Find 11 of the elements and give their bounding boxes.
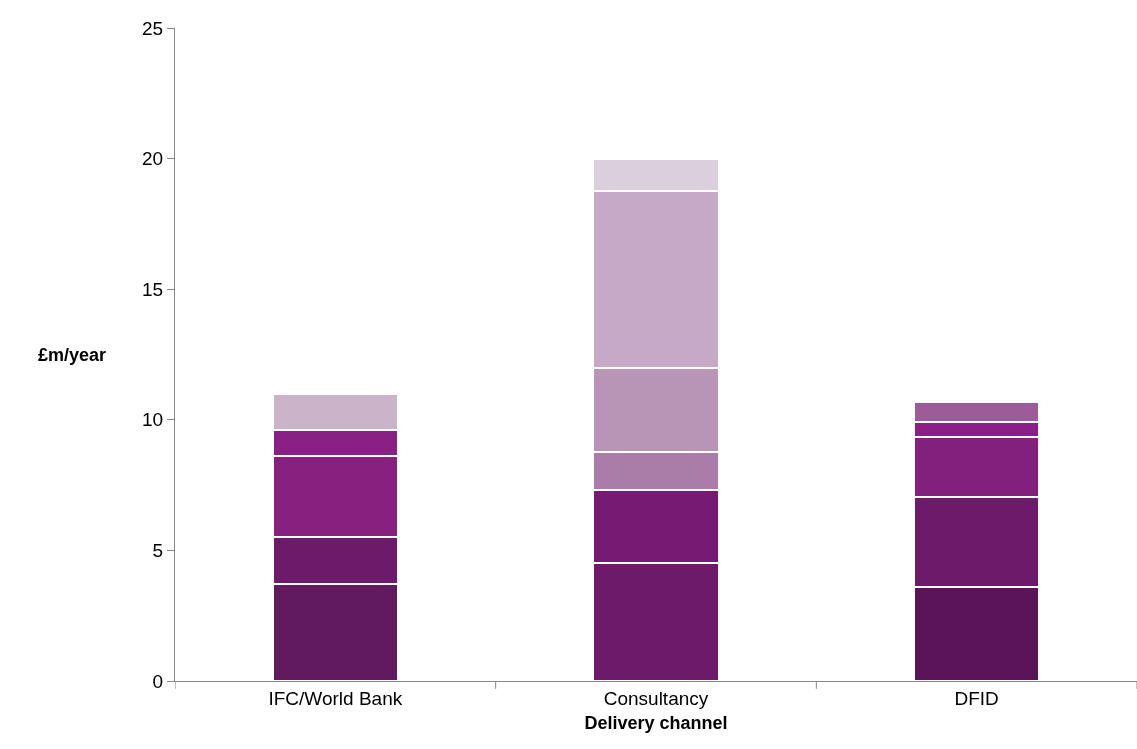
y-tick-label: 25 bbox=[142, 17, 164, 39]
x-tick-label: Consultancy bbox=[603, 687, 709, 709]
x-tick-label: IFC/World Bank bbox=[268, 687, 403, 709]
y-tick-label: 20 bbox=[142, 148, 164, 170]
y-tick-label: 5 bbox=[152, 540, 164, 562]
x-tick-label: DFID bbox=[954, 687, 999, 709]
y-axis-title: £m/year bbox=[38, 345, 107, 365]
y-tick-label: 10 bbox=[142, 409, 164, 431]
y-tick-label: 15 bbox=[142, 278, 164, 300]
x-axis-title: Delivery channel bbox=[584, 712, 728, 733]
y-tick-label: 0 bbox=[152, 670, 164, 692]
